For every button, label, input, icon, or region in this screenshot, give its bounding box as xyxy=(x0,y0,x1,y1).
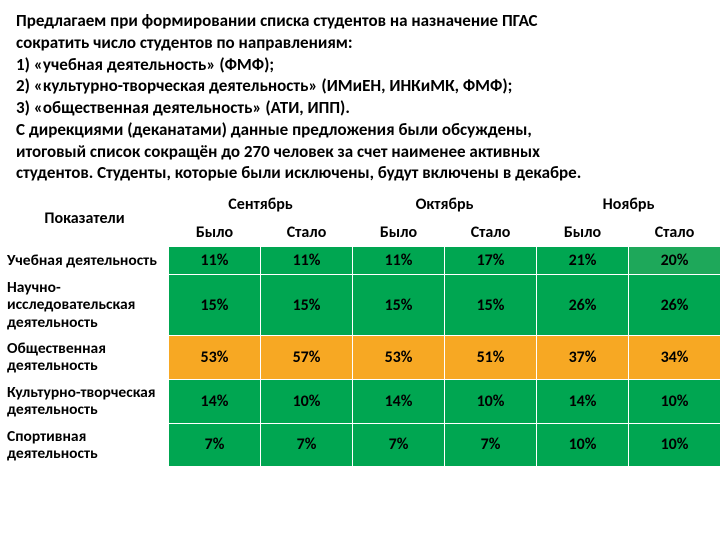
intro-line: итоговый список сокращён до 270 человек … xyxy=(16,141,540,162)
month-header: Октябрь xyxy=(353,191,537,219)
data-cell: 10% xyxy=(629,379,720,423)
row-label: Учебная деятельность xyxy=(1,247,169,275)
data-cell: 26% xyxy=(629,275,720,336)
sub-header: Стало xyxy=(629,219,720,247)
data-cell: 37% xyxy=(537,336,629,380)
table-row: Общественная деятельность53%57%53%51%37%… xyxy=(1,336,720,380)
data-cell: 14% xyxy=(169,379,261,423)
table-row: Научно-исследовательская деятельность15%… xyxy=(1,275,720,336)
data-table: Показатели Сентябрь Октябрь Ноябрь Было … xyxy=(0,190,720,467)
intro-line: 2) «культурно-творческая деятельность» (… xyxy=(16,75,512,96)
table-row: Спортивная деятельность7%7%7%7%10%10% xyxy=(1,423,720,467)
sub-header: Было xyxy=(353,219,445,247)
intro-line: студентов. Студенты, которые были исключ… xyxy=(16,162,581,183)
data-cell: 21% xyxy=(537,247,629,275)
intro-line: сократить число студентов по направления… xyxy=(16,32,353,53)
data-cell: 15% xyxy=(353,275,445,336)
data-cell: 57% xyxy=(261,336,353,380)
sub-header: Было xyxy=(169,219,261,247)
data-cell: 15% xyxy=(445,275,537,336)
row-label: Спортивная деятельность xyxy=(1,423,169,467)
corner-cell: Показатели xyxy=(1,191,169,247)
data-cell: 15% xyxy=(169,275,261,336)
row-label: Научно-исследовательская деятельность xyxy=(1,275,169,336)
intro-line: С дирекциями (деканатами) данные предлож… xyxy=(16,119,532,140)
data-cell: 53% xyxy=(169,336,261,380)
data-cell: 7% xyxy=(353,423,445,467)
month-header: Ноябрь xyxy=(537,191,720,219)
intro-line: Предлагаем при формировании списка студе… xyxy=(16,10,538,31)
data-cell: 14% xyxy=(537,379,629,423)
table-row: Учебная деятельность11%11%11%17%21%20% xyxy=(1,247,720,275)
data-cell: 7% xyxy=(261,423,353,467)
data-cell: 51% xyxy=(445,336,537,380)
data-cell: 11% xyxy=(169,247,261,275)
data-cell: 20% xyxy=(629,247,720,275)
intro-line: 3) «общественная деятельность» (АТИ, ИПП… xyxy=(16,97,350,118)
data-cell: 7% xyxy=(445,423,537,467)
data-cell: 53% xyxy=(353,336,445,380)
data-cell: 15% xyxy=(261,275,353,336)
data-cell: 10% xyxy=(445,379,537,423)
data-cell: 10% xyxy=(261,379,353,423)
data-cell: 10% xyxy=(537,423,629,467)
sub-header: Стало xyxy=(261,219,353,247)
data-cell: 10% xyxy=(629,423,720,467)
intro-text: Предлагаем при формировании списка студе… xyxy=(0,0,720,190)
data-cell: 34% xyxy=(629,336,720,380)
sub-header: Стало xyxy=(445,219,537,247)
data-cell: 11% xyxy=(261,247,353,275)
row-label: Общественная деятельность xyxy=(1,336,169,380)
data-cell: 7% xyxy=(169,423,261,467)
data-cell: 17% xyxy=(445,247,537,275)
header-months-row: Показатели Сентябрь Октябрь Ноябрь xyxy=(1,191,720,219)
month-header: Сентябрь xyxy=(169,191,353,219)
row-label: Культурно-творческая деятельность xyxy=(1,379,169,423)
data-cell: 14% xyxy=(353,379,445,423)
table-row: Культурно-творческая деятельность14%10%1… xyxy=(1,379,720,423)
intro-line: 1) «учебная деятельность» (ФМФ); xyxy=(16,54,274,75)
sub-header: Было xyxy=(537,219,629,247)
data-cell: 11% xyxy=(353,247,445,275)
data-cell: 26% xyxy=(537,275,629,336)
